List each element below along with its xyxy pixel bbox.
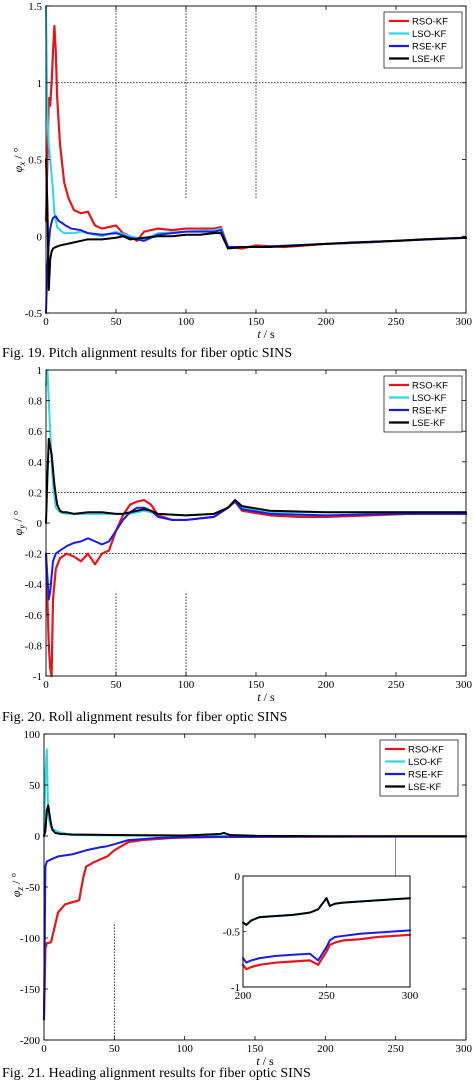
inset-y-tick-label: -0.5: [223, 927, 241, 939]
inset-x-tick-label: 300: [402, 990, 419, 1002]
y-tick-label: 0.2: [28, 487, 42, 499]
inset-series-line-rse-kf: [242, 929, 411, 964]
y-tick-label: -50: [25, 882, 40, 894]
x-tick-label: 0: [43, 316, 49, 328]
series-line-rso-kf: [44, 498, 468, 678]
y-axis-label: φz / °: [9, 873, 25, 897]
x-tick-label: 100: [178, 316, 195, 328]
x-tick-label: 0: [41, 1043, 47, 1055]
inset-x-tick-label: 200: [235, 990, 252, 1002]
y-tick-label: -0.5: [25, 308, 43, 320]
y-tick-label: 50: [29, 780, 41, 792]
x-tick-label: 50: [109, 1043, 121, 1055]
x-tick-label: 250: [388, 316, 405, 328]
y-tick-label: 0.8: [28, 396, 42, 408]
legend-label-lse-kf: LSE-KF: [412, 418, 445, 429]
y-tick-label: -200: [20, 1035, 41, 1047]
y-tick-label: 100: [24, 729, 41, 741]
caption-fig-21: Fig. 21. Heading alignment results for f…: [2, 1066, 311, 1081]
series-line-rse-kf: [45, 215, 467, 314]
x-tick-label: 300: [456, 1043, 473, 1055]
x-tick-label: 200: [318, 316, 335, 328]
legend-label-lso-kf: LSO-KF: [408, 757, 443, 768]
x-tick-label: 150: [247, 1043, 264, 1055]
x-tick-label: 200: [317, 1043, 334, 1055]
series-line-lse-kf: [45, 437, 467, 524]
y-tick-label: 0.4: [28, 457, 42, 469]
y-tick-label: 0: [35, 831, 41, 843]
x-tick-label: 150: [248, 316, 265, 328]
y-axis-label: φx / °: [11, 147, 27, 172]
x-tick-label: 100: [176, 1043, 193, 1055]
caption-fig-20: Fig. 20. Roll alignment results for fibe…: [2, 710, 288, 725]
inset-x-tick-label: 250: [318, 990, 335, 1002]
x-tick-label: 250: [387, 1043, 404, 1055]
x-tick-label: 150: [248, 679, 265, 691]
y-tick-label: -100: [20, 933, 41, 945]
series-line-rse-kf: [43, 835, 467, 1021]
chart-3: 0 50 100 150 200 250 300 -200 -150 -100 -50 0 50 100 t…: [9, 729, 473, 1068]
series-line-lse-kf: [43, 804, 467, 838]
chart-1: 0 50 100 150 200 250 300-0.500.511.5t / sφx / …: [11, 1, 473, 341]
x-tick-label: 300: [456, 679, 473, 691]
legend-label-rso-kf: RSO-KF: [408, 745, 444, 756]
inset-series-line-lse-kf: [242, 897, 411, 926]
x-tick-label: 50: [111, 316, 123, 328]
y-tick-label: 0.6: [28, 426, 42, 438]
y-tick-label: -0.6: [25, 610, 43, 622]
series-line-lse-kf: [45, 158, 467, 291]
inset-chart: 200 250 300 -1 -0.5 0: [223, 837, 419, 1002]
y-tick-label: -0.8: [25, 640, 43, 652]
y-tick-label: -0.4: [25, 579, 43, 591]
x-tick-label: 100: [178, 679, 195, 691]
y-tick-label: 0: [37, 518, 43, 530]
inset-series-line-rso-kf: [241, 933, 412, 971]
inset-y-tick-label: -1: [231, 982, 240, 994]
y-tick-label: 1.5: [28, 1, 42, 13]
x-tick-label: 300: [456, 316, 473, 328]
legend-label-rse-kf: RSE-KF: [412, 42, 447, 53]
x-axis-label: t / s: [257, 327, 275, 341]
inset-y-tick-label: 0: [235, 871, 241, 883]
legend-label-lso-kf: LSO-KF: [412, 393, 447, 404]
legend-label-lse-kf: LSE-KF: [412, 54, 445, 65]
legend-label-rse-kf: RSE-KF: [408, 770, 443, 781]
y-tick-label: -150: [20, 984, 41, 996]
legend-label-rse-kf: RSE-KF: [412, 406, 447, 417]
legend-label-lse-kf: LSE-KF: [408, 782, 441, 793]
x-axis-label: t / s: [256, 1054, 274, 1068]
y-tick-label: 1: [37, 78, 43, 90]
x-tick-label: 200: [318, 679, 335, 691]
y-axis-label: φy / °: [11, 510, 27, 535]
y-tick-label: -1: [33, 671, 42, 683]
legend-label-rso-kf: RSO-KF: [412, 17, 448, 28]
legend-label-lso-kf: LSO-KF: [412, 29, 447, 40]
legend-label-rso-kf: RSO-KF: [412, 381, 448, 392]
chart-2: 0 50 100 150 200 250 300 -1 -0.8 -0.6 -0.4 -0.2 0 0.2…: [11, 365, 473, 704]
y-tick-label: 1: [37, 365, 43, 377]
x-tick-label: 50: [111, 679, 123, 691]
y-tick-label: 0.5: [28, 155, 42, 167]
y-tick-label: -0.2: [25, 549, 42, 561]
x-tick-label: 0: [43, 679, 49, 691]
x-tick-label: 250: [388, 679, 405, 691]
x-axis-label: t / s: [257, 690, 275, 704]
y-tick-label: 0: [37, 231, 43, 243]
caption-fig-19: Fig. 19. Pitch alignment results for fib…: [2, 346, 293, 361]
